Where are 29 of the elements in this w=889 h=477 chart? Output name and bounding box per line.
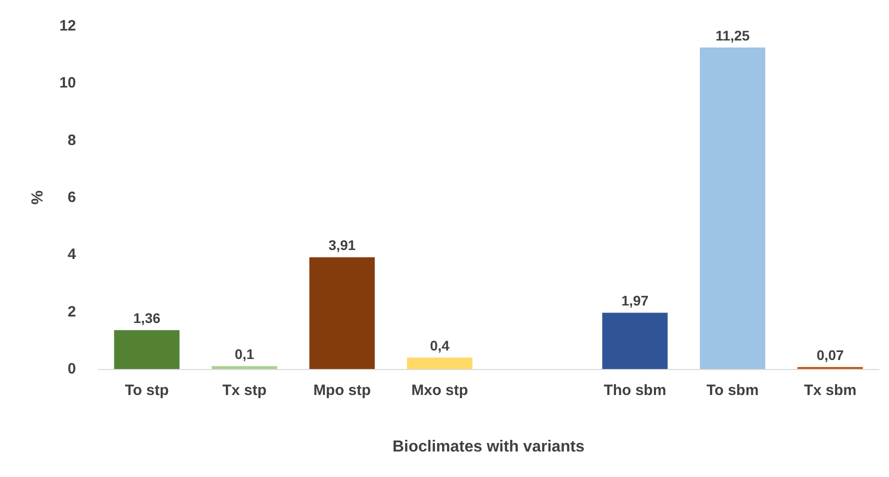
y-tick-label: 10 [59, 74, 76, 92]
x-tick-label: Tx stp [222, 382, 267, 399]
data-label: 0,1 [234, 346, 254, 362]
bar [309, 257, 375, 369]
x-axis-title: Bioclimates with variants [392, 438, 585, 456]
data-label: 3,91 [328, 237, 356, 254]
x-tick-label: Tho sbm [604, 382, 666, 399]
bar [602, 312, 668, 369]
x-tick-label: To stp [124, 382, 169, 399]
x-tick-label: Tx sbm [804, 382, 856, 399]
data-label: 0,4 [430, 338, 450, 354]
y-tick-label: 12 [59, 18, 76, 34]
data-label: 0,07 [816, 347, 844, 363]
y-axis-title: % [30, 190, 46, 205]
y-tick-label: 6 [68, 189, 76, 206]
y-tick-label: 4 [68, 246, 77, 264]
data-label: 11,25 [715, 27, 750, 44]
y-tick-label: 2 [68, 303, 76, 320]
y-tick-label: 8 [68, 132, 76, 149]
x-tick-label: To sbm [706, 382, 759, 399]
x-tick-label: Mxo stp [411, 382, 468, 399]
data-label: 1,36 [133, 310, 161, 326]
bar [212, 366, 278, 369]
bar [700, 47, 766, 369]
x-tick-label: Mpo stp [313, 382, 371, 399]
data-label: 1,97 [621, 292, 649, 309]
bar [406, 358, 472, 369]
y-tick-label: 0 [68, 360, 76, 378]
bar [114, 330, 180, 369]
